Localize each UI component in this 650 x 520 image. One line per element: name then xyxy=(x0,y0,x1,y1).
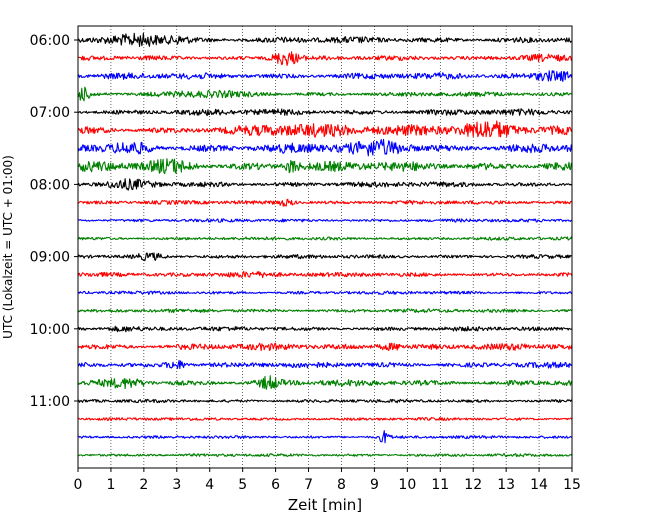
x-tick-label: 3 xyxy=(172,477,181,493)
seismic-trace xyxy=(77,51,573,67)
x-tick-label: 5 xyxy=(238,477,247,493)
x-tick-label: 6 xyxy=(271,477,280,493)
seismic-trace xyxy=(77,375,573,390)
x-tick-label: 13 xyxy=(497,477,515,493)
x-tick-label: 9 xyxy=(370,477,379,493)
x-tick-label: 15 xyxy=(563,477,581,493)
plot-frame xyxy=(77,25,573,469)
y-tick-label: 11:00 xyxy=(30,394,70,410)
x-tick-label: 14 xyxy=(530,477,548,493)
seismic-trace xyxy=(77,416,573,422)
trace-group xyxy=(77,32,573,458)
seismic-trace xyxy=(77,398,573,404)
x-axis-title: Zeit [min] xyxy=(288,496,362,514)
y-axis-title: UTC (Lokalzeit = UTC + 01:00) xyxy=(1,155,15,339)
y-tick-label: 08:00 xyxy=(30,177,70,193)
x-tick-label: 0 xyxy=(74,477,83,493)
x-tick-label: 1 xyxy=(106,477,115,493)
seismic-trace xyxy=(77,32,573,47)
x-tick-label: 2 xyxy=(139,477,148,493)
seismic-trace xyxy=(77,198,573,207)
x-axis: 0 1 2 3 4 5 6 7 8 9 10 11 12 13 14 15 xyxy=(74,468,581,493)
seismic-trace xyxy=(77,70,573,82)
seismic-trace xyxy=(77,86,573,102)
plot-area xyxy=(78,26,572,468)
y-tick-label: 10:00 xyxy=(30,322,70,338)
seismic-trace xyxy=(77,120,573,138)
x-tick-label: 8 xyxy=(337,477,346,493)
y-tick-label: 09:00 xyxy=(30,250,70,266)
seismic-trace xyxy=(77,108,573,117)
seismic-trace xyxy=(77,453,573,458)
seismic-trace xyxy=(77,138,573,157)
seismic-trace xyxy=(77,270,573,279)
x-tick-label: 7 xyxy=(304,477,313,493)
seismic-trace xyxy=(77,236,573,241)
seismic-trace xyxy=(77,325,573,333)
seismic-trace xyxy=(77,218,573,223)
seismic-trace xyxy=(77,359,573,370)
seismic-trace xyxy=(77,308,573,314)
y-tick-label: 06:00 xyxy=(30,33,70,49)
x-tick-label: 12 xyxy=(464,477,482,493)
seismic-trace xyxy=(77,158,573,175)
seismic-trace xyxy=(77,252,573,262)
x-tick-label: 11 xyxy=(431,477,449,493)
x-tick-label: 4 xyxy=(205,477,214,493)
x-tick-label: 10 xyxy=(398,477,416,493)
seismic-trace xyxy=(77,430,573,444)
seismic-trace xyxy=(77,342,573,352)
y-tick-label: 07:00 xyxy=(30,105,70,121)
y-axis: 06:00 07:00 08:00 09:00 10:00 11:00 xyxy=(30,33,78,410)
seismic-trace xyxy=(77,290,573,295)
seismic-trace xyxy=(77,178,573,191)
